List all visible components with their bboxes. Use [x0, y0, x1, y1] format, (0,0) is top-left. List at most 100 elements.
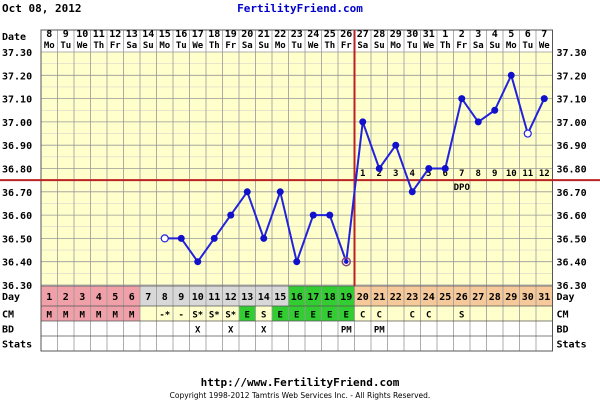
weekday-label: Su [374, 41, 385, 51]
day-cell [371, 286, 388, 306]
cycle-day: 28 [489, 292, 501, 303]
stats-cell [206, 336, 223, 351]
stats-cell [387, 336, 404, 351]
dpo-number: 1 [360, 169, 365, 179]
temperature-point [177, 234, 185, 242]
stats-cell [123, 336, 140, 351]
bd-cell [437, 321, 454, 336]
temperature-point [243, 188, 251, 196]
cm-cell [173, 306, 190, 321]
stats-cell [272, 336, 289, 351]
day-cell [189, 286, 206, 306]
weekday-label: We [539, 41, 550, 51]
cycle-day: 20 [357, 292, 369, 303]
bd-cell [74, 321, 91, 336]
temperature-point [458, 95, 466, 103]
cm-cell [321, 306, 338, 321]
date-number: 31 [423, 29, 435, 40]
date-number: 19 [225, 29, 237, 40]
bd-value: X [228, 326, 234, 336]
day-cell [123, 286, 140, 306]
day-cell [453, 286, 470, 306]
temperature-segment [510, 75, 529, 134]
cycle-day: 31 [538, 292, 550, 303]
date-number: 28 [373, 29, 385, 40]
cm-value: E [327, 311, 332, 321]
cycle-day: 23 [406, 292, 418, 303]
weekday-label: Sa [357, 41, 368, 51]
y-tick-left: 36.70 [2, 188, 32, 199]
stats-cell [305, 336, 322, 351]
chart-frame [40, 29, 553, 352]
dpo-number: 6 [443, 169, 448, 179]
day-cell [156, 286, 173, 306]
bd-cell [404, 321, 421, 336]
bd-cell [272, 321, 289, 336]
cm-cell [420, 306, 437, 321]
y-tick-left: 36.60 [2, 211, 32, 222]
temperature-segment [328, 214, 348, 263]
weekday-label: Fr [110, 41, 121, 51]
day-cell [140, 286, 157, 306]
bd-cell [107, 321, 124, 336]
stats-cell [420, 336, 437, 351]
temperature-point [392, 141, 400, 149]
bd-cell [354, 321, 371, 336]
y-tick-right: 36.40 [557, 258, 587, 269]
cm-cell [371, 306, 388, 321]
date-number: 6 [525, 29, 531, 40]
dpo-number: 9 [492, 169, 497, 179]
cm-cell [123, 306, 140, 321]
temperature-point [474, 118, 482, 126]
cycle-day: 30 [522, 292, 534, 303]
dpo-number: 8 [476, 169, 481, 179]
day-cell [404, 286, 421, 306]
cycle-day: 27 [472, 292, 484, 303]
day-cell [354, 286, 371, 306]
stats-cell [321, 336, 338, 351]
cm-value: M [47, 311, 53, 321]
temperature-point-open [523, 129, 532, 138]
date-number: 14 [142, 29, 154, 40]
cycle-day: 24 [423, 292, 435, 303]
cycle-day: 29 [505, 292, 517, 303]
bd-value: PM [374, 326, 385, 336]
cm-cell [90, 306, 107, 321]
temperature-segment [196, 237, 216, 263]
weekday-label: Su [258, 41, 269, 51]
temperature-point [375, 165, 383, 172]
stats-cell [239, 336, 256, 351]
cm-cell [288, 306, 305, 321]
temperature-segment [460, 98, 480, 123]
cycle-day: 21 [373, 292, 385, 303]
day-cell [503, 286, 520, 306]
stats-cell [222, 336, 239, 351]
temperature-point [408, 188, 416, 196]
cm-cell [453, 306, 470, 321]
cycle-day: 5 [112, 292, 118, 303]
cm-cell [519, 306, 536, 321]
chart-date: Oct 08, 2012 [2, 2, 81, 15]
cm-cell [354, 306, 371, 321]
cycle-day: 26 [456, 292, 468, 303]
axis-labels: Date 8Mo9Tu10We11Th12Fr13Sa14Su15Mo16Tu17… [2, 29, 587, 351]
date-number: 18 [208, 29, 220, 40]
date-number: 25 [324, 29, 336, 40]
temperature-segment [394, 144, 414, 193]
cycle-day: 13 [241, 292, 253, 303]
date-number: 16 [175, 29, 187, 40]
stats-cell [437, 336, 454, 351]
date-number: 30 [406, 29, 418, 40]
cm-cell [536, 306, 553, 321]
stats-cell [140, 336, 157, 351]
stats-cell [156, 336, 173, 351]
bd-cell [420, 321, 437, 336]
cycle-day: 25 [439, 292, 451, 303]
cm-value: S* [225, 311, 236, 321]
day-cell [420, 286, 437, 306]
y-tick-right: 36.90 [557, 141, 587, 152]
temperature-point [293, 258, 301, 266]
bd-value: X [195, 326, 201, 336]
weekday-label: Th [440, 41, 451, 51]
weekday-label: Fr [225, 41, 236, 51]
